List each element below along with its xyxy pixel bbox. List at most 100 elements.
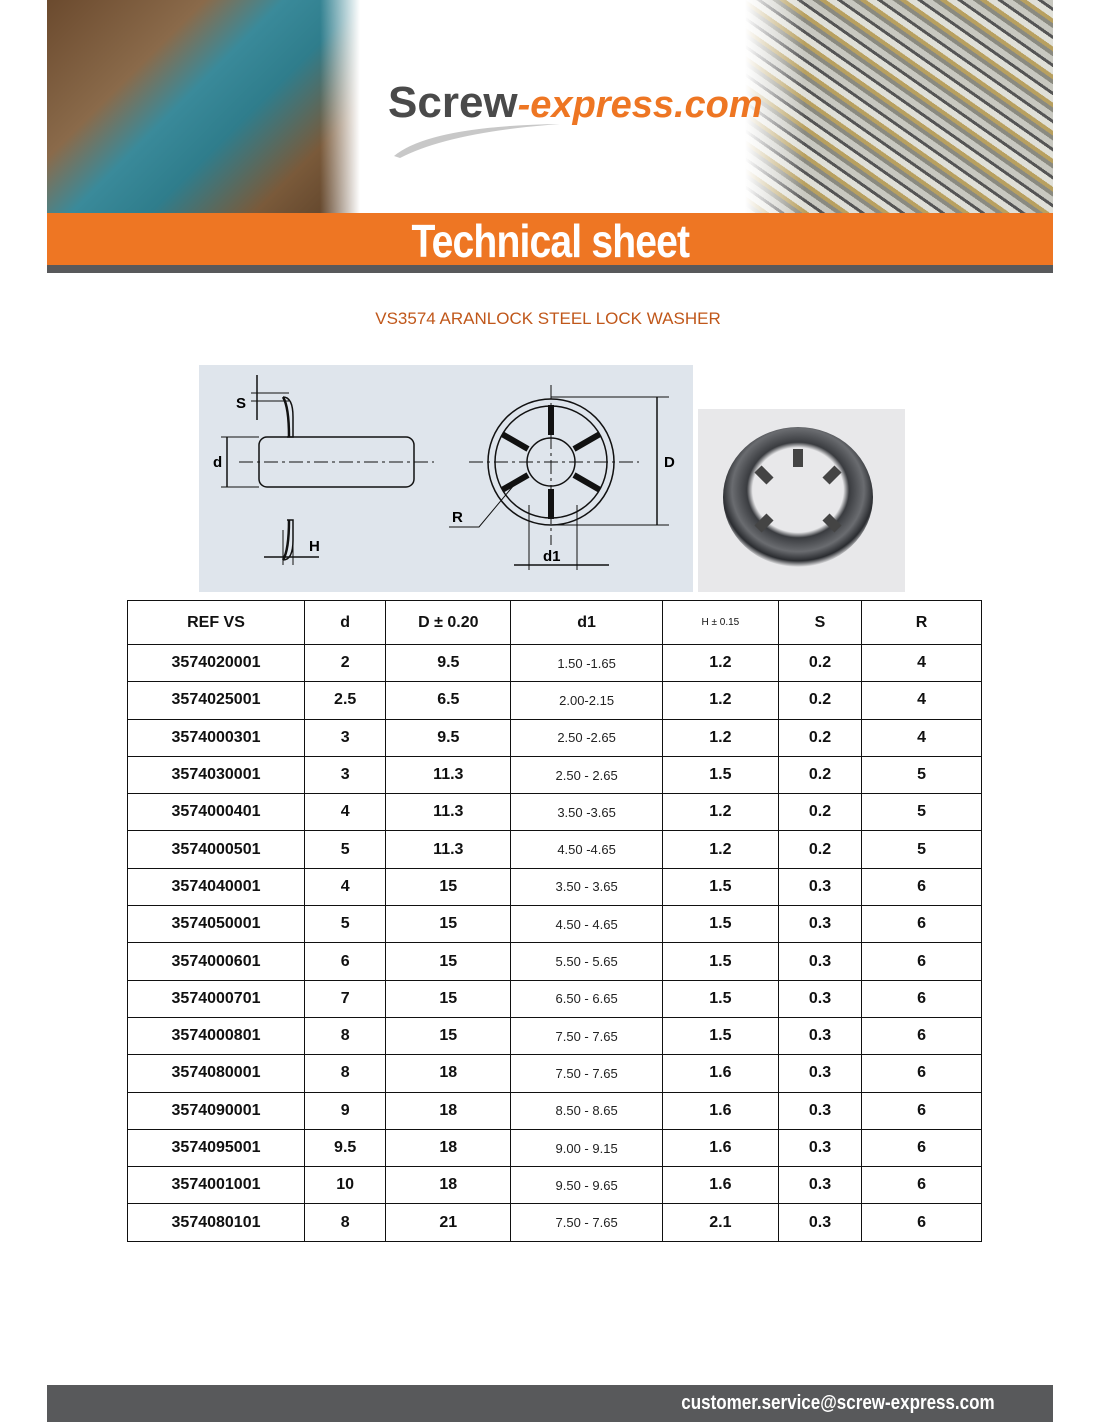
table-cell: 3574080101 (126, 1203, 306, 1242)
label-r: R (452, 509, 463, 526)
table-row: 3574000301 3 9.5 2.50 -2.65 1.2 0.2 4 (126, 718, 982, 757)
banner-title: Technical sheet (411, 215, 690, 267)
table-cell: 2.5 (304, 681, 387, 720)
column-header: S (777, 600, 863, 645)
table-cell: 0.2 (777, 755, 863, 795)
table-cell: 18 (385, 1091, 512, 1130)
table-cell: 3574000601 (126, 942, 306, 981)
footer: customer.service@screw-express.com (47, 1385, 1053, 1422)
table-cell: 3574000501 (126, 830, 306, 869)
product-title: VS3574 ARANLOCK STEEL LOCK WASHER (375, 309, 721, 328)
table-cell: 3574000701 (126, 979, 306, 1018)
table-cell: 7.50 - 7.65 (510, 1054, 663, 1093)
table-cell: 9.50 - 9.65 (510, 1166, 663, 1205)
table-cell: 9.00 - 9.15 (510, 1128, 663, 1168)
table-cell: 2.00-2.15 (510, 681, 663, 720)
table-cell: 5.50 - 5.65 (510, 942, 663, 981)
table-row: 3574050001 5 15 4.50 - 4.65 1.5 0.3 6 (126, 905, 982, 944)
table-cell: 6 (861, 1128, 982, 1168)
table-cell: 15 (385, 942, 512, 981)
table-cell: 1.6 (661, 1091, 779, 1130)
column-header: R (861, 600, 982, 645)
table-cell: 18 (385, 1128, 512, 1168)
label-s: S (236, 395, 246, 412)
column-header: D ± 0.20 (385, 600, 512, 645)
table-cell: 3 (304, 755, 387, 795)
table-cell: 6 (861, 979, 982, 1018)
table-cell: 0.3 (777, 905, 863, 944)
table-row: 3574020001 2 9.5 1.50 -1.65 1.2 0.2 4 (126, 643, 982, 683)
table-cell: 9.5 (385, 718, 512, 757)
table-row: 3574080001 8 18 7.50 - 7.65 1.6 0.3 6 (126, 1054, 982, 1093)
table-cell: 0.3 (777, 1091, 863, 1130)
table-cell: 5 (861, 755, 982, 795)
product-photo (698, 409, 905, 592)
table-cell: 5 (861, 830, 982, 869)
table-cell: 4.50 - 4.65 (510, 905, 663, 944)
table-cell: 5 (304, 830, 387, 869)
table-cell: 6 (861, 1091, 982, 1130)
technical-drawing: S d H R d1 D (199, 365, 693, 592)
table-cell: 6.50 - 6.65 (510, 979, 663, 1018)
table-cell: 7.50 - 7.65 (510, 1203, 663, 1242)
table-cell: 3574000301 (126, 718, 306, 757)
table-cell: 8 (304, 1016, 387, 1056)
logo-swoosh (394, 124, 560, 158)
table-cell: 6.5 (385, 681, 512, 720)
table-cell: 18 (385, 1054, 512, 1093)
table-row: 3574000601 6 15 5.50 - 5.65 1.5 0.3 6 (126, 942, 982, 981)
table-cell: 2.1 (661, 1203, 779, 1242)
table-cell: 1.2 (661, 793, 779, 832)
table-cell: 1.6 (661, 1128, 779, 1168)
divider (47, 265, 1053, 273)
table-cell: 7.50 - 7.65 (510, 1016, 663, 1056)
table-cell: 6 (861, 1054, 982, 1093)
table-row: 3574090001 9 18 8.50 - 8.65 1.6 0.3 6 (126, 1091, 982, 1130)
table-cell: 3574090001 (126, 1091, 306, 1130)
table-row: 3574001001 10 18 9.50 - 9.65 1.6 0.3 6 (126, 1166, 982, 1205)
table-cell: 1.5 (661, 1016, 779, 1056)
column-header: d1 (510, 600, 663, 645)
table-cell: 3574030001 (126, 755, 306, 795)
table-cell: 3574001001 (126, 1166, 306, 1205)
table-row: 3574000401 4 11.3 3.50 -3.65 1.2 0.2 5 (126, 793, 982, 832)
table-cell: 0.2 (777, 830, 863, 869)
table-cell: 3 (304, 718, 387, 757)
table-cell: 0.3 (777, 979, 863, 1018)
header-image-screws (745, 0, 1053, 213)
table-row: 3574040001 4 15 3.50 - 3.65 1.5 0.3 6 (126, 867, 982, 907)
table-cell: 4 (861, 643, 982, 683)
table-cell: 1.6 (661, 1166, 779, 1205)
label-d: d (213, 454, 222, 471)
table-cell: 5 (304, 905, 387, 944)
table-row: 3574025001 2.5 6.5 2.00-2.15 1.2 0.2 4 (126, 681, 982, 720)
table-cell: 11.3 (385, 830, 512, 869)
table-row: 3574000701 7 15 6.50 - 6.65 1.5 0.3 6 (126, 979, 982, 1018)
table-cell: 3574095001 (126, 1128, 306, 1168)
table-cell: 0.2 (777, 681, 863, 720)
table-cell: 2.50 - 2.65 (510, 755, 663, 795)
column-header: H ± 0.15 (661, 600, 779, 645)
table-cell: 1.5 (661, 905, 779, 944)
footer-email[interactable]: customer.service@screw-express.com (681, 1392, 995, 1414)
table-cell: 8.50 - 8.65 (510, 1091, 663, 1130)
table-row: 3574000501 5 11.3 4.50 -4.65 1.2 0.2 5 (126, 830, 982, 869)
table-cell: 4.50 -4.65 (510, 830, 663, 869)
table-row: 3574080101 8 21 7.50 - 7.65 2.1 0.3 6 (126, 1203, 982, 1242)
table-cell: 6 (304, 942, 387, 981)
table-row: 3574030001 3 11.3 2.50 - 2.65 1.5 0.2 5 (126, 755, 982, 795)
logo: Screw-express.com (388, 78, 763, 127)
table-cell: 3574000401 (126, 793, 306, 832)
table-cell: 0.3 (777, 867, 863, 907)
table-cell: 11.3 (385, 793, 512, 832)
table-cell: 5 (861, 793, 982, 832)
table-cell: 0.3 (777, 942, 863, 981)
table-cell: 1.5 (661, 942, 779, 981)
table-cell: 0.2 (777, 643, 863, 683)
table-cell: 8 (304, 1054, 387, 1093)
table-cell: 2.50 -2.65 (510, 718, 663, 757)
table-cell: 6 (861, 942, 982, 981)
table-cell: 0.2 (777, 793, 863, 832)
table-cell: 3574020001 (126, 643, 306, 683)
table-cell: 4 (304, 793, 387, 832)
